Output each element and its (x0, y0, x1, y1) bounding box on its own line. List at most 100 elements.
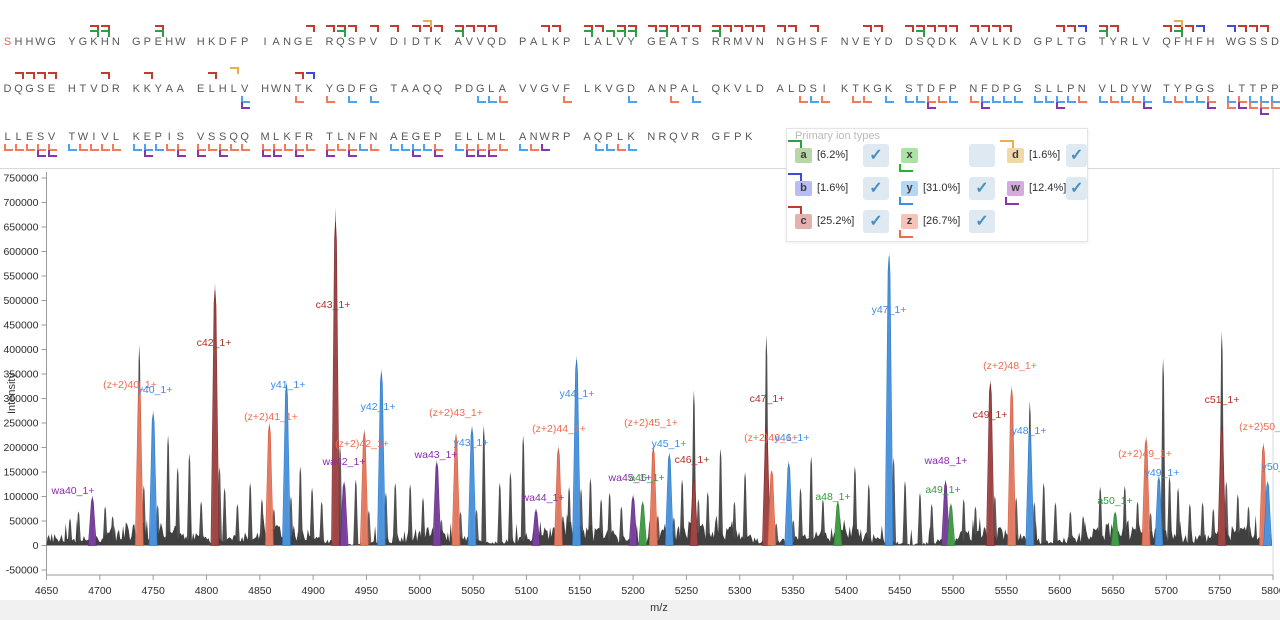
residue[interactable]: G (1194, 83, 1206, 103)
residue[interactable]: K (883, 83, 895, 103)
residue[interactable]: I (263, 36, 267, 48)
residue[interactable]: Y (626, 25, 637, 49)
annotated-peak-y[interactable] (1263, 481, 1273, 546)
residue[interactable]: V (605, 83, 613, 95)
residue[interactable]: G (132, 36, 141, 48)
residue[interactable]: A (680, 83, 689, 95)
residue[interactable]: V (90, 83, 98, 95)
residue[interactable]: Y (1172, 83, 1184, 103)
residue[interactable]: P (604, 131, 615, 151)
residue[interactable]: W (539, 131, 551, 151)
residue[interactable]: K (947, 25, 959, 49)
residue[interactable]: V (518, 83, 527, 95)
annotated-peak-w[interactable] (432, 463, 442, 546)
residue[interactable]: L (13, 131, 24, 151)
residue[interactable]: Q (13, 72, 24, 96)
residue[interactable]: W (77, 131, 89, 151)
residue[interactable]: L (1043, 83, 1055, 103)
residue[interactable]: G (1076, 25, 1088, 49)
annotated-peak-c[interactable] (1217, 426, 1227, 546)
residue[interactable]: S (1205, 83, 1217, 109)
residue[interactable]: G (293, 36, 303, 48)
residue[interactable]: P (668, 83, 679, 103)
residue[interactable]: G (615, 83, 625, 95)
residue[interactable]: Q (593, 131, 604, 151)
residue[interactable]: V (239, 83, 251, 109)
residue[interactable]: D (797, 83, 808, 103)
residue[interactable]: A (497, 83, 508, 103)
residue[interactable]: H (165, 36, 174, 48)
residue[interactable]: P (1258, 83, 1270, 115)
residue[interactable]: G (711, 131, 721, 143)
residue[interactable]: A (647, 83, 656, 95)
residue[interactable]: W (175, 36, 186, 48)
annotated-peak-z[interactable] (451, 435, 461, 546)
residue[interactable]: Y (68, 36, 76, 48)
residue[interactable]: S (175, 131, 186, 157)
residue[interactable]: E (153, 25, 164, 49)
annotated-peak-y[interactable] (282, 384, 291, 546)
residue[interactable]: T (1161, 83, 1173, 103)
residue[interactable]: P (562, 36, 571, 48)
annotated-peak-z[interactable] (134, 381, 144, 546)
residue[interactable]: D (410, 25, 422, 49)
residue[interactable]: V (368, 25, 379, 49)
residue[interactable]: P (153, 131, 164, 151)
residue[interactable]: T (1236, 83, 1248, 109)
residue[interactable]: A (668, 25, 679, 49)
residue[interactable]: S (35, 131, 46, 157)
residue[interactable]: P (1045, 36, 1053, 48)
residue[interactable]: S (206, 131, 218, 151)
residue[interactable]: Q (335, 25, 346, 49)
residue[interactable]: P (734, 131, 742, 143)
annotated-peak-y[interactable] (784, 464, 794, 546)
residue[interactable]: P (947, 83, 959, 103)
residue[interactable]: A (388, 131, 400, 151)
residue[interactable]: Q (486, 25, 497, 49)
residue[interactable]: N (528, 131, 540, 151)
residue[interactable]: T (421, 20, 433, 49)
residue[interactable]: S (1247, 25, 1259, 49)
residue[interactable]: Y (1130, 83, 1141, 103)
residue[interactable]: N (647, 131, 656, 143)
residue[interactable]: E (861, 25, 873, 49)
annotated-peak-y[interactable] (376, 372, 386, 546)
residue[interactable]: I (88, 131, 100, 151)
residue[interactable]: S (35, 72, 46, 96)
residue[interactable]: Q (228, 131, 240, 151)
ion-checkbox[interactable]: ✓ (863, 209, 889, 233)
residue[interactable]: S (808, 25, 819, 49)
annotated-peak-y[interactable] (148, 414, 158, 546)
residue[interactable]: N (346, 131, 357, 157)
residue[interactable]: G (873, 83, 882, 95)
residue[interactable]: Y (154, 83, 162, 95)
residue[interactable]: T (679, 25, 690, 49)
annotated-peak-a[interactable] (1110, 512, 1120, 546)
ion-checkbox[interactable]: ✓ (863, 176, 889, 200)
residue[interactable]: V (46, 131, 57, 157)
residue[interactable]: V (551, 83, 560, 95)
residue[interactable]: H (99, 25, 111, 49)
residue[interactable]: F (1194, 25, 1206, 49)
residue[interactable]: H (261, 83, 270, 95)
residue[interactable]: P (358, 36, 367, 48)
residue[interactable]: H (14, 36, 23, 48)
residue[interactable]: S (1258, 25, 1270, 49)
residue[interactable]: L (1054, 25, 1066, 49)
residue[interactable]: T (293, 72, 304, 103)
residue[interactable]: H (67, 83, 76, 95)
residue[interactable]: Q (422, 83, 432, 95)
residue[interactable]: V (1142, 36, 1150, 48)
residue[interactable]: N (368, 131, 379, 151)
residue[interactable]: E (453, 131, 464, 151)
annotated-peak-a[interactable] (833, 502, 843, 546)
residue[interactable]: Q (925, 25, 937, 49)
residue[interactable]: E (657, 25, 668, 49)
residue[interactable]: D (346, 83, 357, 103)
residue[interactable]: G (540, 83, 549, 95)
residue[interactable]: V (464, 25, 475, 49)
residue[interactable]: K (282, 131, 293, 151)
residue[interactable]: D (498, 36, 507, 48)
residue[interactable]: A (776, 83, 784, 95)
